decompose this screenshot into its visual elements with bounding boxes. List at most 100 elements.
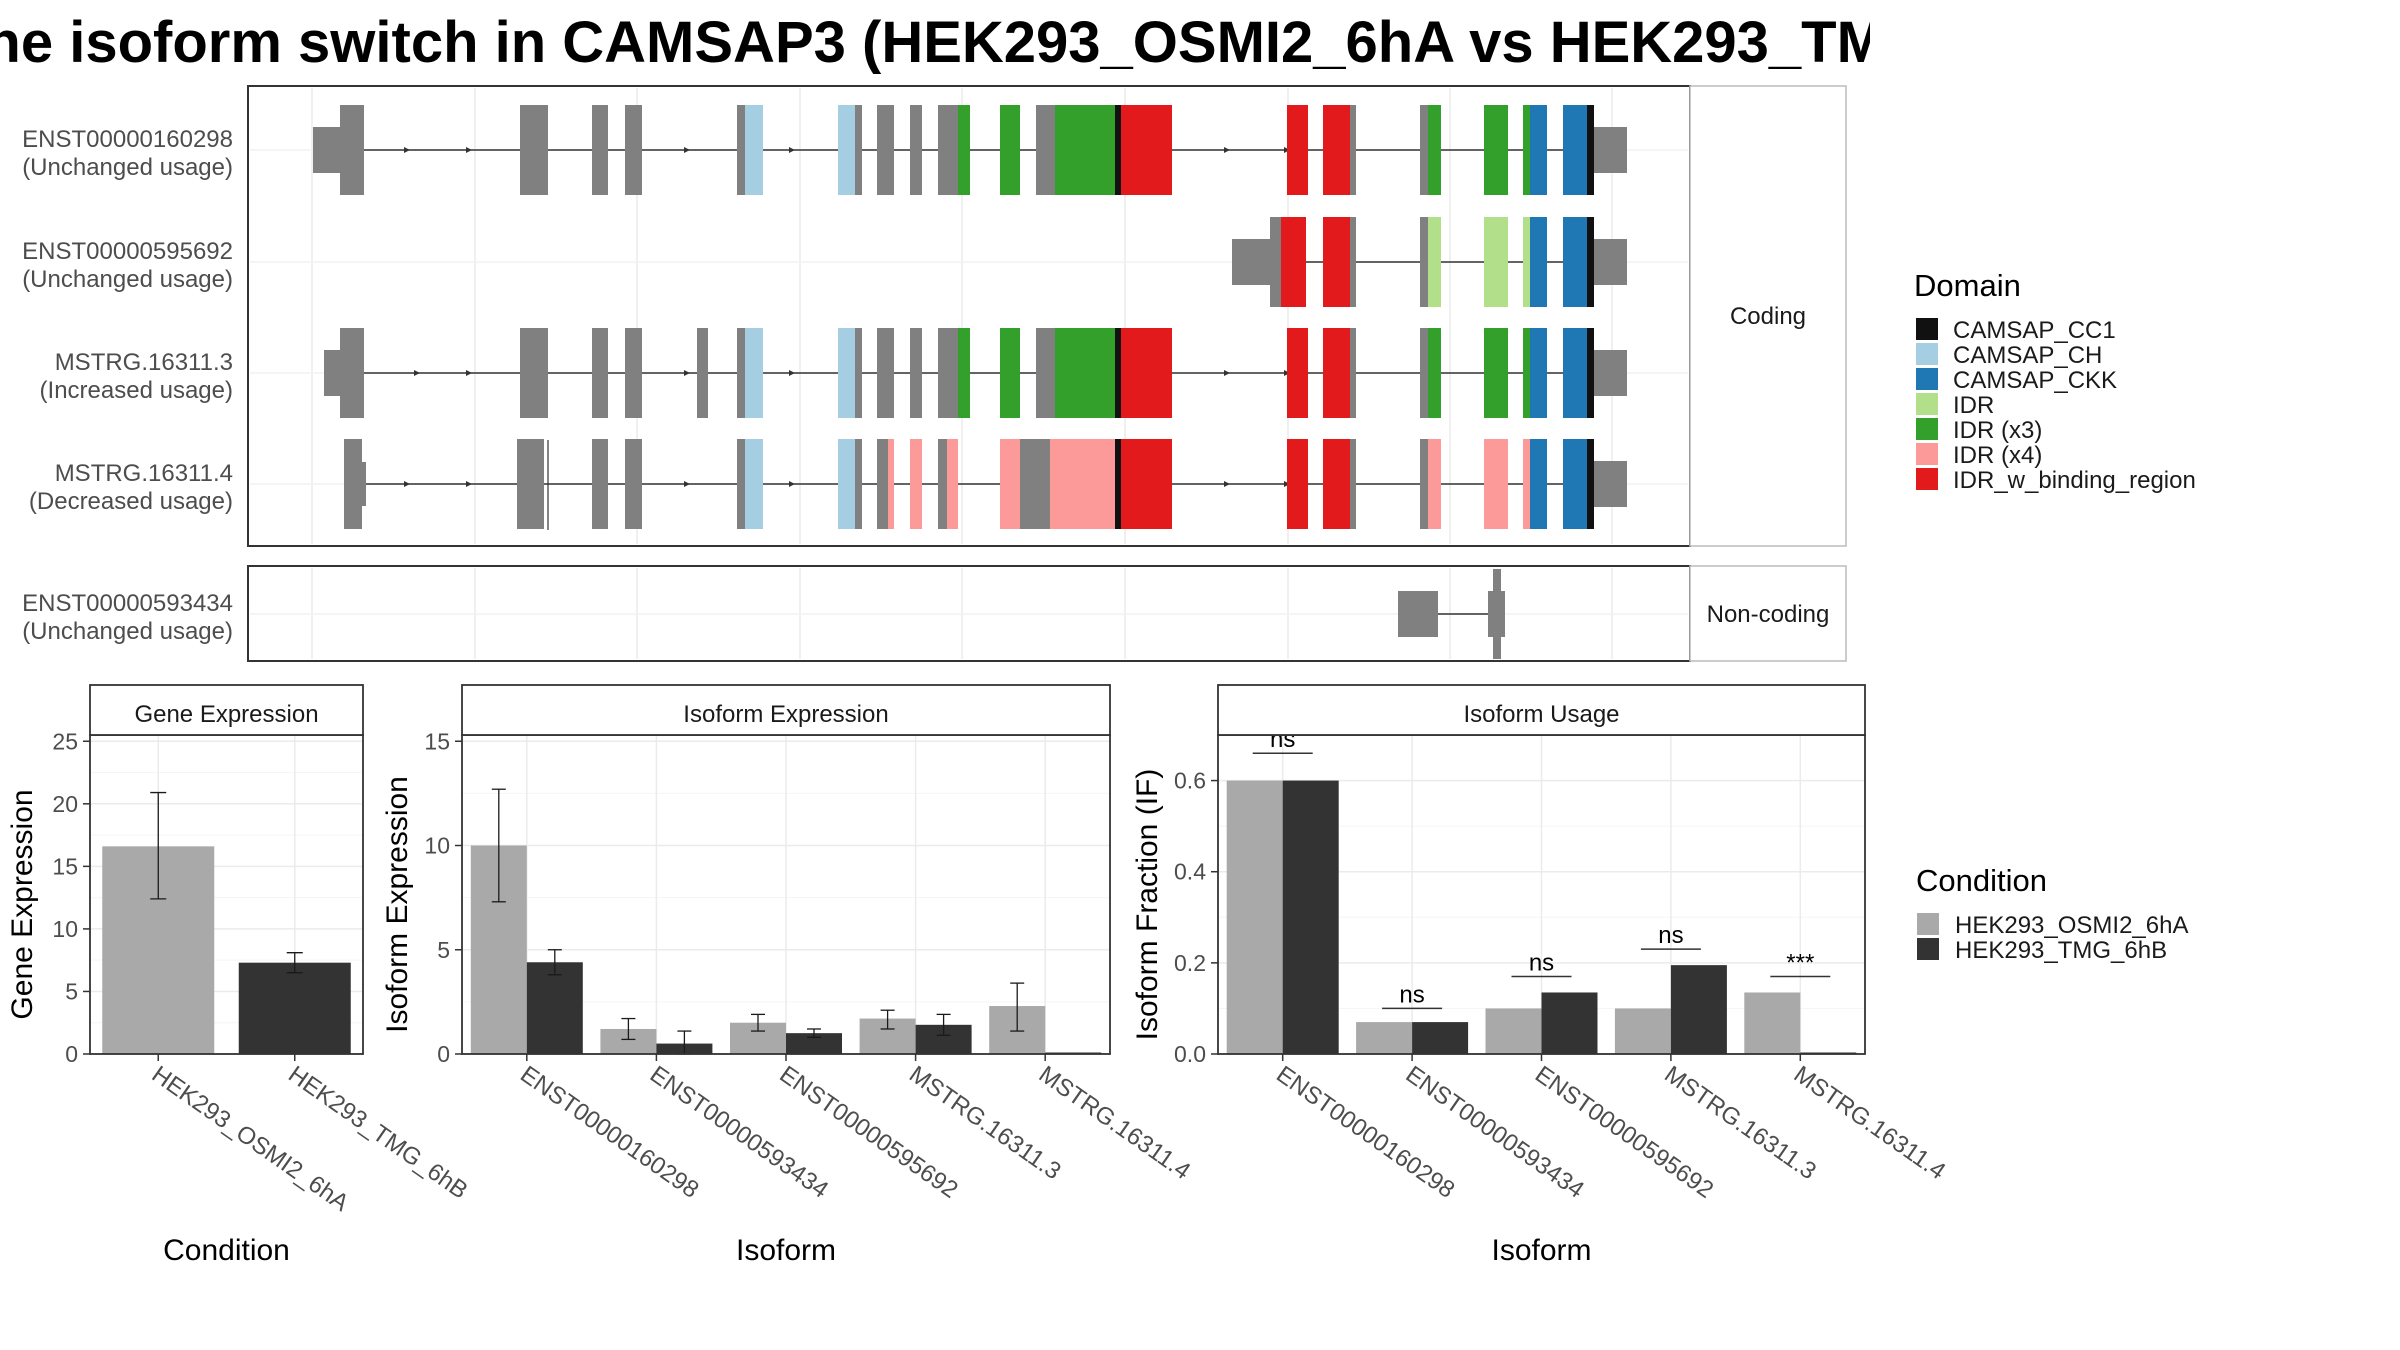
exon-segment: [340, 105, 364, 195]
exon-segment: [958, 328, 970, 418]
y-tick-label: 0: [437, 1041, 450, 1067]
condition-legend-key: [1917, 938, 1939, 960]
exon-segment: [1428, 328, 1441, 418]
exon-segment: [1587, 105, 1594, 195]
strand-arrow: [466, 481, 472, 487]
domain-legend: Domain CAMSAP_CC1CAMSAP_CHCAMSAP_CKKIDRI…: [1914, 268, 2196, 494]
exon-segment: [1323, 439, 1350, 529]
strand-arrow: [789, 481, 795, 487]
isoform-expression-chart: Isoform Expression051015ENST00000160298E…: [381, 684, 1195, 1267]
y-tick-label: 5: [437, 937, 450, 963]
exon-segment: [697, 328, 708, 418]
exon-segment: [1484, 328, 1508, 418]
strand-arrow: [404, 481, 410, 487]
exon-segment: [340, 328, 364, 418]
isoform-usage-label: (Increased usage): [40, 377, 233, 404]
exon-segment: [737, 328, 745, 418]
domain-legend-label: IDR (x4): [1953, 442, 2042, 469]
facet-label-coding: Coding: [1730, 303, 1806, 330]
condition-legend-key: [1917, 913, 1939, 935]
y-tick-label: 0.6: [1174, 768, 1206, 794]
exon-segment: [1036, 328, 1055, 418]
condition-legend-label: HEK293_OSMI2_6hA: [1955, 912, 2188, 939]
exon-segment: [855, 439, 862, 529]
strand-arrow: [789, 147, 795, 153]
panel-strip: [461, 684, 1111, 736]
domain-legend-label: IDR (x3): [1953, 417, 2042, 444]
exon-segment: [1523, 439, 1530, 529]
chart-title: The isoform switch in CAMSAP3 (HEK293_OS…: [0, 10, 1870, 75]
condition-legend-label: HEK293_TMG_6hB: [1955, 937, 2167, 964]
exon-segment: [958, 105, 970, 195]
exon-segment: [938, 328, 958, 418]
significance-label: ns: [1399, 981, 1424, 1008]
exon-segment: [1420, 217, 1428, 307]
y-tick-label: 10: [424, 833, 450, 859]
bar: [1670, 965, 1727, 1054]
y-axis-title: Gene Expression: [6, 789, 39, 1019]
exon-segment: [1232, 239, 1270, 285]
exon-segment: [1484, 439, 1508, 529]
y-tick-label: 5: [65, 978, 78, 1004]
x-axis-title: Isoform: [1491, 1234, 1591, 1267]
domain-legend-label: CAMSAP_CH: [1953, 342, 2102, 369]
domain-legend-key: [1916, 443, 1938, 465]
domain-legend-key: [1916, 368, 1938, 390]
y-tick-label: 0.2: [1174, 950, 1206, 976]
exon-segment: [1000, 328, 1020, 418]
domain-legend-key: [1916, 418, 1938, 440]
exon-segment: [745, 105, 763, 195]
condition-legend-title: Condition: [1916, 863, 2047, 898]
exon-segment: [1350, 439, 1356, 529]
isoform-usage-label: (Decreased usage): [29, 488, 233, 515]
domain-legend-key: [1916, 468, 1938, 490]
isoform-usage-label: (Unchanged usage): [22, 266, 233, 293]
exon-segment: [1350, 328, 1356, 418]
exon-segment: [1523, 105, 1530, 195]
exon-segment: [838, 439, 855, 529]
bar: [1226, 780, 1283, 1054]
exon-segment: [1563, 439, 1587, 529]
exon-segment: [1323, 328, 1350, 418]
exon-segment: [1055, 105, 1115, 195]
exon-segment: [1350, 217, 1356, 307]
significance-label: ns: [1529, 950, 1554, 977]
facet-strip-coding: [1689, 85, 1847, 547]
exon-segment: [1000, 439, 1020, 529]
exon-segment: [1323, 217, 1350, 307]
exon-segment: [910, 105, 922, 195]
exon-segment: [1484, 217, 1508, 307]
strand-arrow: [684, 147, 690, 153]
exon-segment: [855, 328, 862, 418]
strand-arrow: [1224, 370, 1230, 376]
y-tick-label: 0.0: [1174, 1041, 1206, 1067]
domain-legend-key: [1916, 343, 1938, 365]
exon-segment: [737, 439, 745, 529]
exon-segment: [737, 105, 745, 195]
bar: [1485, 1008, 1542, 1054]
exon-segment: [1563, 328, 1587, 418]
exon-segment: [1121, 328, 1172, 418]
isoform-id-label: ENST00000595692: [22, 238, 233, 265]
transcript-models: [313, 105, 1627, 659]
exon-segment: [1530, 105, 1547, 195]
exon-segment: [1523, 328, 1530, 418]
exon-segment: [1594, 239, 1627, 285]
y-tick-label: 15: [424, 728, 450, 754]
exon-segment: [1121, 439, 1172, 529]
exon-segment: [1287, 439, 1308, 529]
strand-arrow: [1224, 481, 1230, 487]
bar: [238, 962, 351, 1054]
y-tick-label: 0: [65, 1041, 78, 1067]
y-axis-title: Isoform Expression: [381, 776, 414, 1033]
exon-segment: [1323, 105, 1350, 195]
exon-segment: [1121, 105, 1172, 195]
panel-strip: [1217, 684, 1866, 736]
isoform-usage-label: (Unchanged usage): [22, 154, 233, 181]
exon-segment: [625, 105, 642, 195]
bar: [1282, 780, 1339, 1054]
y-tick-label: 20: [52, 791, 78, 817]
